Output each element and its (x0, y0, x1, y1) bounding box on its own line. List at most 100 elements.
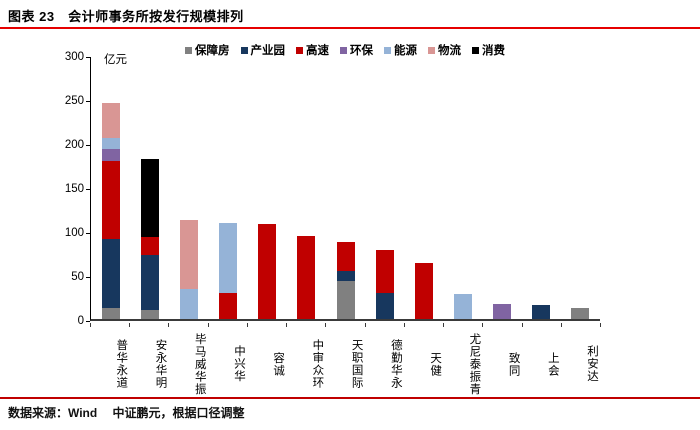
legend-label: 物流 (438, 45, 461, 57)
x-tick-mark (168, 323, 170, 327)
x-tick-mark (364, 323, 366, 327)
bar-slot-毕马威华振 (169, 57, 208, 319)
y-tick-mark (86, 189, 90, 190)
legend-swatch-icon (185, 46, 192, 54)
y-tick-label: 150 (64, 183, 84, 195)
y-tick-mark (86, 57, 90, 58)
y-tick-label: 250 (64, 95, 84, 107)
x-label-中审众环: 中审众环 (311, 339, 324, 389)
bar-slot-普华永道 (91, 57, 130, 319)
x-tick-mark (443, 323, 445, 327)
y-tick-label: 0 (77, 315, 84, 327)
bar-segment-产业园 (101, 238, 120, 309)
legend-label: 消费 (482, 45, 505, 57)
bottom-rule-line (0, 397, 700, 399)
top-rule-line (0, 27, 700, 29)
stacked-bar-安永华明 (140, 158, 159, 319)
bar-slot-上会 (522, 57, 561, 319)
stacked-bar-毕马威华振 (179, 220, 198, 319)
x-label-德勤华永: 德勤华永 (389, 339, 402, 389)
legend-label: 能源 (394, 45, 417, 57)
stacked-bar-利安达 (571, 308, 590, 319)
x-tick-mark (246, 323, 248, 327)
x-tick-mark (325, 323, 327, 327)
x-tick-mark (600, 323, 601, 327)
x-label-中兴华: 中兴华 (232, 345, 245, 383)
x-tick-mark (482, 323, 484, 327)
y-tick-mark (86, 101, 90, 102)
bar-segment-高速 (375, 250, 394, 294)
x-label-安永华明: 安永华明 (154, 339, 167, 389)
bar-segment-能源 (453, 294, 472, 319)
bar-segment-产业园 (140, 254, 159, 311)
bar-segment-高速 (140, 237, 159, 255)
stacked-bar-中兴华 (219, 223, 238, 319)
legend-swatch-icon (240, 46, 248, 54)
bar-segment-保障房 (336, 281, 355, 319)
figure-title: 图表 23 会计师事务所按发行规模排列 (8, 9, 244, 24)
legend-label: 环保 (350, 45, 373, 57)
x-axis-labels: 普华永道 安永华明 毕马威华振 中兴华 容诚 中审众环 天职国际 德勤华永 天健 尤尼泰振青 致同上… (90, 329, 600, 399)
bar-slot-中兴华 (208, 57, 247, 319)
legend-item-消费: 消费 (472, 42, 505, 58)
bar-segment-高速 (414, 262, 433, 319)
bar-segment-高速 (258, 223, 277, 319)
bar-segment-能源 (179, 289, 198, 319)
bar-segment-环保 (493, 304, 512, 319)
bar-segment-高速 (336, 241, 355, 271)
stacked-bar-chart: 保障房 产业园 高速 环保 能源 物流 消费 亿元 0 50 100 150 200 250 300 普… (0, 30, 700, 395)
x-tick-mark (207, 323, 209, 327)
bar-slot-致同 (483, 57, 522, 319)
bar-segment-保障房 (140, 310, 159, 319)
bar-slot-天职国际 (326, 57, 365, 319)
bar-segment-高速 (219, 292, 238, 319)
stacked-bar-尤尼泰振青 (453, 294, 472, 319)
bar-segment-环保 (101, 149, 120, 161)
x-tick-mark (403, 323, 405, 327)
legend-swatch-icon (428, 46, 435, 54)
y-tick-mark (86, 145, 90, 146)
bar-segment-物流 (101, 103, 120, 138)
bar-segment-高速 (297, 236, 316, 319)
x-label-致同: 致同 (507, 351, 520, 377)
stacked-bar-容诚 (258, 223, 277, 319)
plot-area (90, 57, 600, 321)
x-label-利安达: 利安达 (586, 345, 599, 383)
bar-slot-利安达 (561, 57, 600, 319)
bar-slot-安永华明 (130, 57, 169, 319)
bar-slot-天健 (404, 57, 443, 319)
x-label-尤尼泰振青: 尤尼泰振青 (468, 332, 481, 396)
legend-item-环保: 环保 (340, 42, 373, 58)
stacked-bar-中审众环 (297, 236, 316, 319)
stacked-bar-上会 (532, 304, 551, 319)
bar-segment-能源 (101, 137, 120, 150)
legend-item-高速: 高速 (296, 42, 329, 58)
bar-segment-产业园 (336, 270, 355, 282)
legend-label: 高速 (306, 45, 329, 57)
x-label-天健: 天健 (429, 351, 442, 377)
y-tick-label: 50 (71, 271, 84, 283)
legend-item-产业园: 产业园 (240, 42, 286, 58)
chart-legend: 保障房 产业园 高速 环保 能源 物流 消费 (185, 42, 505, 58)
stacked-bar-德勤华永 (375, 250, 394, 319)
stacked-bar-天职国际 (336, 241, 355, 319)
y-tick-label: 200 (64, 139, 84, 151)
legend-swatch-icon (340, 46, 347, 54)
x-label-普华永道: 普华永道 (115, 339, 128, 389)
x-tick-mark (286, 323, 288, 327)
x-tick-mark (129, 323, 131, 327)
bar-segment-能源 (219, 223, 238, 293)
y-tick-label: 100 (64, 227, 84, 239)
x-tick-mark (90, 323, 91, 327)
legend-swatch-icon (296, 46, 303, 54)
legend-label: 保障房 (195, 45, 230, 57)
bar-segment-产业园 (375, 293, 394, 319)
legend-label: 产业园 (250, 45, 286, 57)
legend-swatch-icon (384, 46, 391, 54)
x-tick-mark (521, 323, 523, 327)
y-axis-unit-label: 亿元 (104, 54, 127, 66)
bar-slot-德勤华永 (365, 57, 404, 319)
legend-item-物流: 物流 (428, 42, 461, 58)
bar-slot-容诚 (248, 57, 287, 319)
y-tick-mark (86, 233, 90, 234)
